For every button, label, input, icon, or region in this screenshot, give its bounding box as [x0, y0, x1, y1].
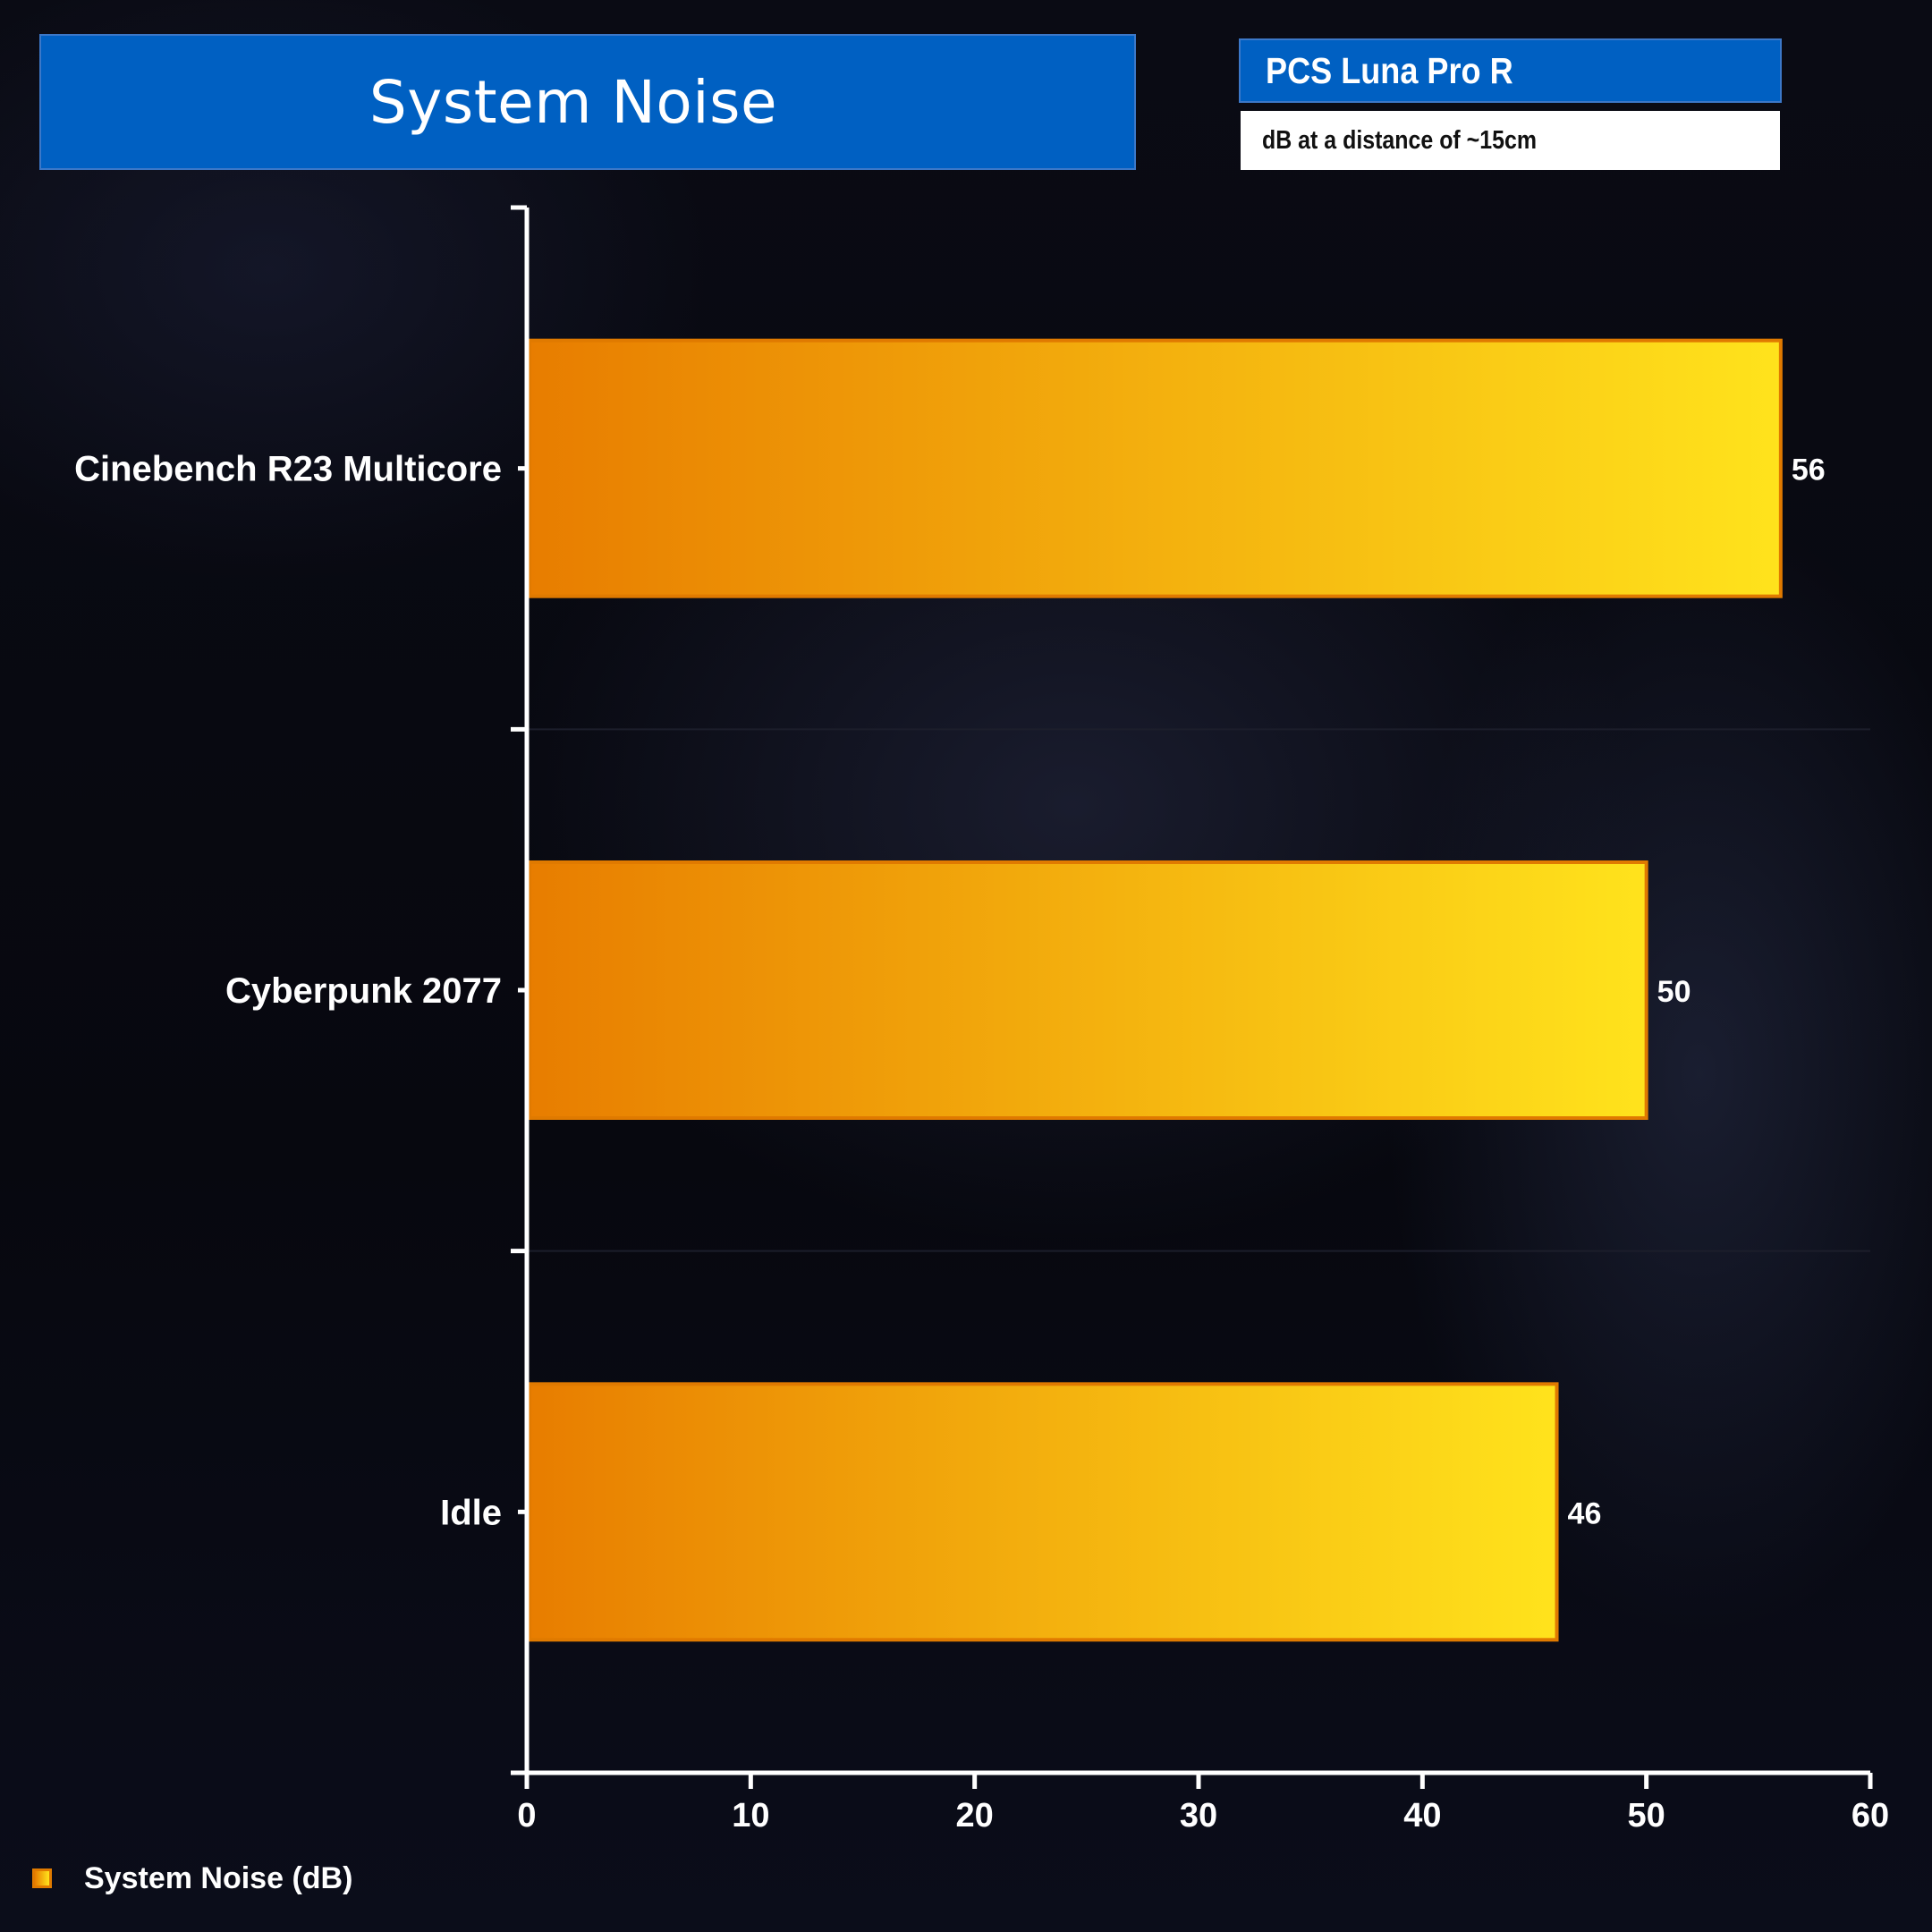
device-name: PCS Luna Pro R: [1266, 49, 1513, 91]
data-label: 56: [1792, 453, 1826, 487]
bar: [528, 338, 1783, 598]
x-tick-label: 30: [1180, 1797, 1217, 1835]
category-label: Idle: [440, 1493, 502, 1532]
device-name-box: PCS Luna Pro R: [1239, 38, 1782, 103]
unit-note: dB at a distance of ~15cm: [1262, 125, 1538, 155]
x-tick-label: 40: [1403, 1797, 1441, 1835]
bar: [528, 1382, 1559, 1642]
chart-title-box: System Noise: [39, 34, 1136, 170]
x-tick-label: 0: [517, 1797, 536, 1835]
x-tick-label: 60: [1852, 1797, 1889, 1835]
chart-title: System Noise: [369, 67, 778, 137]
legend-swatch: [32, 1868, 52, 1888]
legend-label: System Noise (dB): [84, 1860, 353, 1895]
bar: [528, 860, 1648, 1120]
legend: System Noise (dB): [32, 1860, 352, 1896]
x-tick-label: 20: [956, 1797, 994, 1835]
category-label: Cinebench R23 Multicore: [74, 450, 502, 489]
data-label: 50: [1657, 975, 1691, 1009]
x-tick-label: 10: [732, 1797, 769, 1835]
data-label: 46: [1568, 1496, 1602, 1530]
unit-note-box: dB at a distance of ~15cm: [1241, 111, 1780, 170]
category-label: Cyberpunk 2077: [225, 971, 502, 1011]
x-tick-label: 50: [1628, 1797, 1665, 1835]
